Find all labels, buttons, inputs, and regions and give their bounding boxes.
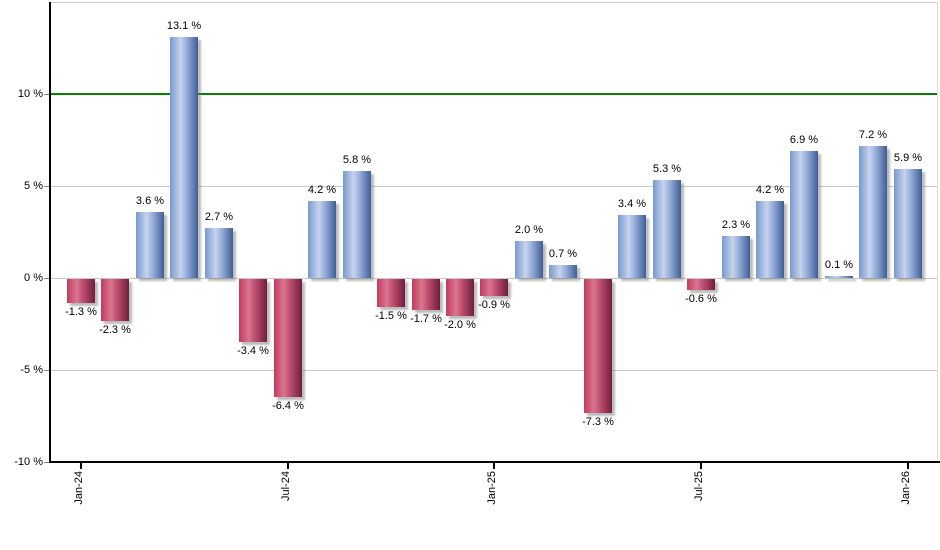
x-axis-tick xyxy=(80,463,82,469)
gridline xyxy=(51,186,937,187)
bar-jun-25 xyxy=(653,180,681,278)
plot-top-border xyxy=(49,2,938,3)
x-axis-tick xyxy=(287,463,289,469)
bar-apr-24 xyxy=(170,37,198,278)
y-axis-tick xyxy=(44,94,49,95)
y-tick-label: -5 % xyxy=(20,364,43,376)
gridline xyxy=(51,370,937,371)
bar-value-label: 2.0 % xyxy=(514,224,544,236)
bar-oct-24 xyxy=(377,279,405,307)
x-tick-label: Jan-25 xyxy=(486,471,498,505)
y-axis-line xyxy=(49,2,51,463)
bar-nov-25 xyxy=(825,276,853,278)
x-axis-tick xyxy=(907,463,909,469)
bar-may-24 xyxy=(205,228,233,278)
bar-value-label: 3.4 % xyxy=(617,198,647,210)
bar-value-label: 2.3 % xyxy=(721,219,751,231)
x-axis-line xyxy=(49,461,940,463)
x-tick-label: Jul-24 xyxy=(280,471,292,501)
bar-value-label: -2.0 % xyxy=(444,319,476,331)
bar-value-label: -6.4 % xyxy=(272,400,304,412)
x-tick-label: Jan-24 xyxy=(73,471,85,505)
bar-value-label: -3.4 % xyxy=(237,345,269,357)
bar-value-label: -1.5 % xyxy=(375,310,407,322)
bar-nov-24 xyxy=(412,279,440,310)
bar-oct-25 xyxy=(790,151,818,278)
bar-value-label: 0.7 % xyxy=(548,248,578,260)
bar-value-label: -2.3 % xyxy=(99,324,131,336)
y-axis-tick xyxy=(44,462,49,463)
bar-sep-25 xyxy=(756,201,784,278)
x-axis-tick xyxy=(700,463,702,469)
y-tick-label: 10 % xyxy=(17,88,43,100)
bar-mar-25 xyxy=(549,265,577,278)
bar-value-label: 5.8 % xyxy=(342,154,372,166)
bar-jul-25 xyxy=(687,279,715,290)
bar-jul-24 xyxy=(274,279,302,397)
bar-value-label: 2.7 % xyxy=(204,211,234,223)
bar-apr-25 xyxy=(584,279,612,413)
bar-may-25 xyxy=(618,215,646,278)
bar-value-label: 0.1 % xyxy=(824,259,854,271)
bar-value-label: 4.2 % xyxy=(755,184,785,196)
bar-value-label: 5.9 % xyxy=(893,152,923,164)
bar-value-label: -7.3 % xyxy=(582,416,614,428)
bar-feb-24 xyxy=(101,279,129,321)
bar-dec-24 xyxy=(446,279,474,316)
bar-value-label: -1.7 % xyxy=(410,313,442,325)
bar-value-label: 4.2 % xyxy=(307,184,337,196)
plot-right-border xyxy=(937,2,938,462)
bar-value-label: -0.9 % xyxy=(478,299,510,311)
y-axis-tick xyxy=(44,278,49,279)
bar-jan-26 xyxy=(894,169,922,278)
y-axis-tick xyxy=(44,370,49,371)
reference-line-10pct xyxy=(51,93,937,95)
y-tick-label: 5 % xyxy=(24,180,43,192)
bar-value-label: 3.6 % xyxy=(135,195,165,207)
bar-value-label: -1.3 % xyxy=(65,306,97,318)
bar-mar-24 xyxy=(136,212,164,278)
bar-jun-24 xyxy=(239,279,267,342)
bar-jan-24 xyxy=(67,279,95,303)
y-axis-tick xyxy=(44,186,49,187)
bar-aug-24 xyxy=(308,201,336,278)
bar-aug-25 xyxy=(722,236,750,278)
bar-value-label: -0.6 % xyxy=(685,293,717,305)
bar-dec-25 xyxy=(859,146,887,278)
bar-sep-24 xyxy=(343,171,371,278)
x-tick-label: Jul-25 xyxy=(693,471,705,501)
bar-value-label: 6.9 % xyxy=(789,134,819,146)
bar-value-label: 7.2 % xyxy=(858,129,888,141)
gridline xyxy=(51,278,937,279)
x-axis-tick xyxy=(493,463,495,469)
bar-jan-25 xyxy=(480,279,508,296)
y-tick-label: 0 % xyxy=(24,272,43,284)
bar-value-label: 13.1 % xyxy=(166,20,202,32)
x-tick-label: Jan-26 xyxy=(900,471,912,505)
y-tick-label: -10 % xyxy=(14,456,43,468)
bar-feb-25 xyxy=(515,241,543,278)
bar-value-label: 5.3 % xyxy=(652,163,682,175)
